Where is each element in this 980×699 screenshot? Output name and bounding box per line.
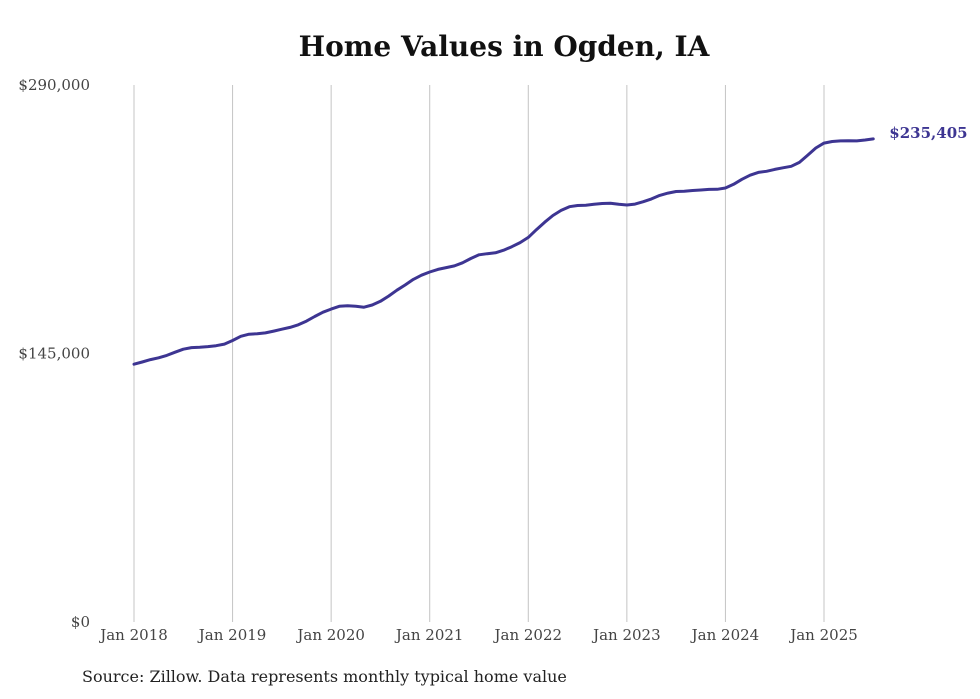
y-tick-label: $145,000	[18, 345, 90, 363]
x-tick-label: Jan 2018	[98, 626, 168, 644]
x-tick-label: Jan 2022	[493, 626, 563, 644]
end-value-label-group: $235,405	[889, 124, 967, 142]
x-tick-label: Jan 2025	[788, 626, 858, 644]
series-line	[132, 137, 875, 366]
source-note: Source: Zillow. Data represents monthly …	[82, 667, 567, 686]
x-tick-label: Jan 2021	[394, 626, 464, 644]
chart-title: Home Values in Ogden, IA	[298, 30, 710, 63]
x-tick-label: Jan 2024	[690, 626, 760, 644]
x-axis-tick-labels: Jan 2018 Jan 2019 Jan 2020 Jan 2021 Jan 2022…	[98, 626, 858, 644]
grid-lines	[133, 85, 825, 622]
x-tick-label: Jan 2019	[197, 626, 267, 644]
y-axis-tick-labels: $290,000 $145,000 $0	[18, 76, 90, 631]
y-tick-label: $290,000	[18, 76, 90, 94]
series-lines	[132, 137, 875, 366]
x-tick-label: Jan 2023	[591, 626, 661, 644]
y-tick-label: $0	[71, 613, 90, 631]
x-tick-label: Jan 2020	[295, 626, 365, 644]
end-value-label: $235,405	[889, 124, 967, 142]
